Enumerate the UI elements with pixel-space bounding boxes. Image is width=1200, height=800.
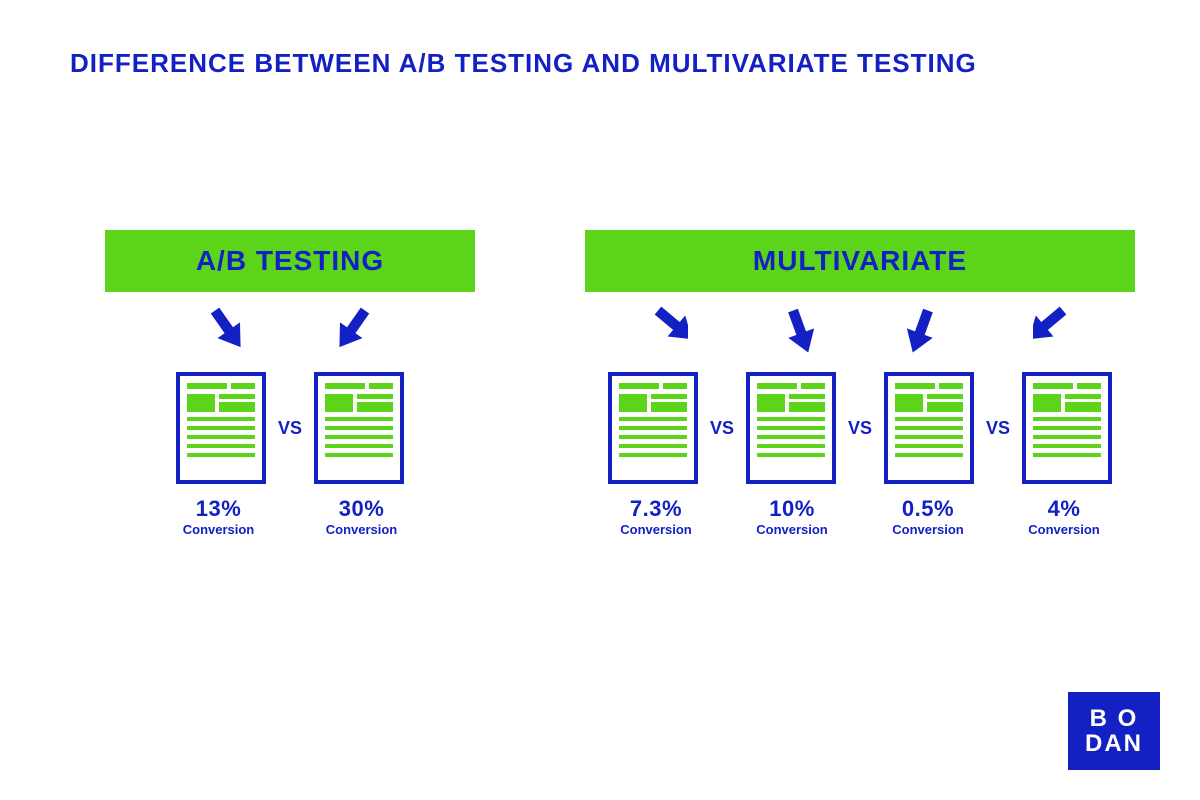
conversion-label: Conversion xyxy=(860,522,996,537)
ab-stats-row: 13% Conversion30% Conversion xyxy=(105,496,475,537)
conversion-percent: 4% xyxy=(996,496,1132,522)
mv-header: MULTIVARIATE xyxy=(585,230,1135,292)
arrow-wrap xyxy=(898,302,958,372)
brand-logo: B O DAN xyxy=(1068,692,1160,770)
arrow-wrap xyxy=(185,302,245,372)
ab-header: A/B TESTING xyxy=(105,230,475,292)
arrow-icon xyxy=(1033,302,1093,362)
arrow-icon xyxy=(185,302,245,362)
ab-cards-row: VS xyxy=(105,372,475,484)
page-variant-card xyxy=(884,372,974,484)
arrow-icon xyxy=(335,302,395,362)
page-variant-card xyxy=(314,372,404,484)
arrow-wrap xyxy=(763,302,823,372)
page-variant-card xyxy=(176,372,266,484)
conversion-percent: 0.5% xyxy=(860,496,996,522)
conversion-label: Conversion xyxy=(724,522,860,537)
multivariate-section: MULTIVARIATE xyxy=(585,230,1135,537)
conversion-stat: 4% Conversion xyxy=(996,496,1132,537)
conversion-label: Conversion xyxy=(996,522,1132,537)
mv-stats-row: 7.3% Conversion10% Conversion0.5% Conver… xyxy=(585,496,1135,537)
arrow-icon xyxy=(763,302,823,362)
ab-arrows-row xyxy=(105,302,475,372)
logo-line2: DAN xyxy=(1085,731,1143,756)
conversion-stat: 7.3% Conversion xyxy=(588,496,724,537)
arrow-wrap xyxy=(335,302,395,372)
conversion-stat: 30% Conversion xyxy=(290,496,433,537)
conversion-stat: 13% Conversion xyxy=(147,496,290,537)
conversion-percent: 13% xyxy=(147,496,290,522)
mv-arrows-row xyxy=(585,302,1135,372)
page-variant-card xyxy=(1022,372,1112,484)
mv-cards-row: VS VS xyxy=(585,372,1135,484)
vs-label: VS xyxy=(836,418,884,439)
conversion-label: Conversion xyxy=(147,522,290,537)
conversion-label: Conversion xyxy=(588,522,724,537)
arrow-wrap xyxy=(628,302,688,372)
arrow-wrap xyxy=(1033,302,1093,372)
conversion-label: Conversion xyxy=(290,522,433,537)
vs-label: VS xyxy=(266,418,314,439)
arrow-icon xyxy=(898,302,958,362)
arrow-icon xyxy=(628,302,688,362)
page-variant-card xyxy=(608,372,698,484)
ab-testing-section: A/B TESTING VS xyxy=(105,230,475,537)
conversion-percent: 10% xyxy=(724,496,860,522)
vs-label: VS xyxy=(974,418,1022,439)
page-title: DIFFERENCE BETWEEN A/B TESTING AND MULTI… xyxy=(70,48,977,79)
conversion-stat: 10% Conversion xyxy=(724,496,860,537)
conversion-percent: 30% xyxy=(290,496,433,522)
vs-label: VS xyxy=(698,418,746,439)
logo-line1: B O xyxy=(1085,706,1143,731)
page-variant-card xyxy=(746,372,836,484)
conversion-percent: 7.3% xyxy=(588,496,724,522)
conversion-stat: 0.5% Conversion xyxy=(860,496,996,537)
